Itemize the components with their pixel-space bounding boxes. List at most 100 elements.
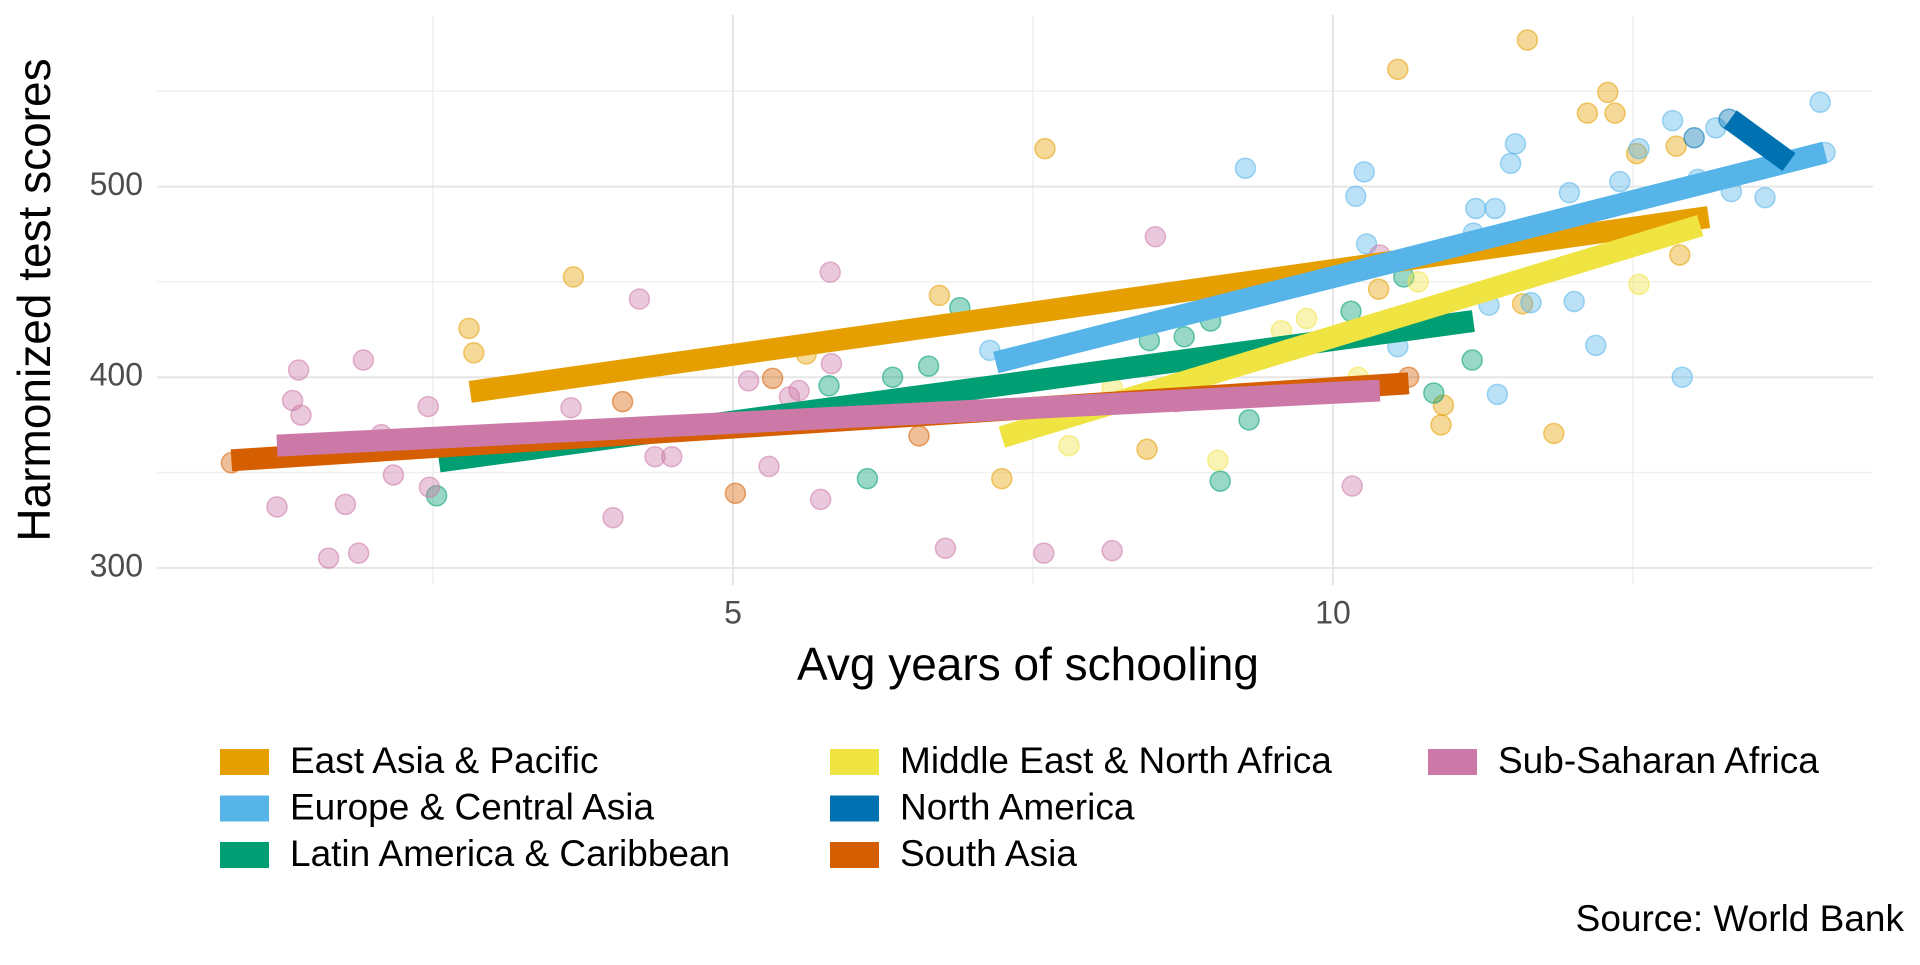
point xyxy=(917,355,940,377)
point xyxy=(1683,127,1705,149)
point xyxy=(1136,438,1158,461)
point xyxy=(1809,91,1831,114)
point xyxy=(1585,334,1607,357)
trend-line xyxy=(993,141,1828,374)
point xyxy=(1511,293,1534,315)
point xyxy=(1504,133,1527,155)
legend-label: South Asia xyxy=(900,833,1077,874)
point xyxy=(352,349,375,371)
point xyxy=(1661,109,1684,132)
trend-lines xyxy=(230,110,1828,473)
point xyxy=(1345,185,1367,208)
point xyxy=(1520,291,1542,314)
point xyxy=(1367,278,1390,300)
point xyxy=(820,352,843,375)
point xyxy=(1669,244,1691,266)
legend-swatch xyxy=(830,795,879,822)
point xyxy=(1430,414,1452,436)
point xyxy=(1207,449,1229,472)
point xyxy=(382,464,405,486)
point xyxy=(425,485,448,507)
point xyxy=(1558,181,1581,204)
point xyxy=(463,342,485,364)
trend-line xyxy=(1723,110,1796,172)
point xyxy=(1484,197,1506,220)
point xyxy=(418,476,441,498)
point xyxy=(1576,102,1599,124)
point xyxy=(1058,434,1080,457)
point xyxy=(560,396,582,419)
point xyxy=(317,547,340,569)
point xyxy=(347,542,370,564)
point xyxy=(644,445,666,468)
point xyxy=(417,395,439,418)
y-tick-label: 400 xyxy=(90,357,143,393)
legend-label: Middle East & North Africa xyxy=(900,740,1332,781)
point xyxy=(334,493,357,516)
legend-swatch xyxy=(1428,749,1477,775)
legend-label: Europe & Central Asia xyxy=(290,786,654,827)
point xyxy=(290,404,312,426)
point xyxy=(1295,307,1318,330)
point xyxy=(1754,186,1776,209)
point xyxy=(1628,273,1650,296)
point xyxy=(908,425,930,447)
point xyxy=(818,375,840,397)
point xyxy=(1604,102,1626,124)
point xyxy=(1173,326,1195,348)
point xyxy=(1407,271,1429,293)
point xyxy=(661,445,683,468)
trend-line xyxy=(468,206,1711,403)
point xyxy=(1034,137,1056,160)
point xyxy=(881,366,904,388)
legend-label: Sub-Saharan Africa xyxy=(1498,740,1819,781)
legend-swatch xyxy=(830,749,879,775)
caption: Source: World Bank xyxy=(1576,898,1905,939)
point xyxy=(1101,539,1123,562)
point xyxy=(1499,152,1522,175)
x-tick-label: 5 xyxy=(724,594,742,630)
point xyxy=(1144,225,1167,248)
points xyxy=(220,29,1836,569)
legend-label: Latin America & Caribbean xyxy=(290,833,730,874)
point xyxy=(562,266,585,288)
legend-label: North America xyxy=(900,786,1135,827)
point xyxy=(1461,349,1483,371)
y-tick-label: 500 xyxy=(90,166,143,202)
point xyxy=(809,488,832,511)
x-tick-label: 10 xyxy=(1315,594,1351,630)
point xyxy=(819,261,841,283)
point xyxy=(602,506,624,529)
point xyxy=(856,467,879,490)
point xyxy=(1665,135,1687,157)
legend-swatch xyxy=(830,842,879,868)
point xyxy=(934,537,957,559)
point xyxy=(458,317,480,340)
point xyxy=(724,482,747,505)
legend-swatch xyxy=(220,749,269,775)
legend-swatch xyxy=(220,795,269,822)
point xyxy=(928,284,951,307)
point xyxy=(1209,470,1231,492)
y-axis-title: Harmonized test scores xyxy=(8,58,60,541)
point xyxy=(1341,475,1363,497)
legend-swatch xyxy=(220,842,269,868)
point xyxy=(1671,366,1693,388)
x-axis-title: Avg years of schooling xyxy=(797,638,1259,690)
point xyxy=(1543,422,1565,445)
grid: 5 10 300 400 500 xyxy=(90,15,1873,630)
legend: East Asia & Pacific Europe & Central Asia… xyxy=(220,740,1819,874)
legend-label: East Asia & Pacific xyxy=(290,740,598,781)
point xyxy=(1238,409,1260,431)
point xyxy=(737,370,760,392)
point xyxy=(1563,290,1585,313)
point xyxy=(761,367,784,390)
point xyxy=(266,496,288,518)
point xyxy=(611,390,634,413)
point xyxy=(991,467,1013,490)
point xyxy=(1465,197,1487,220)
point xyxy=(1033,542,1055,564)
point xyxy=(628,288,651,310)
trend-line xyxy=(276,379,1381,457)
